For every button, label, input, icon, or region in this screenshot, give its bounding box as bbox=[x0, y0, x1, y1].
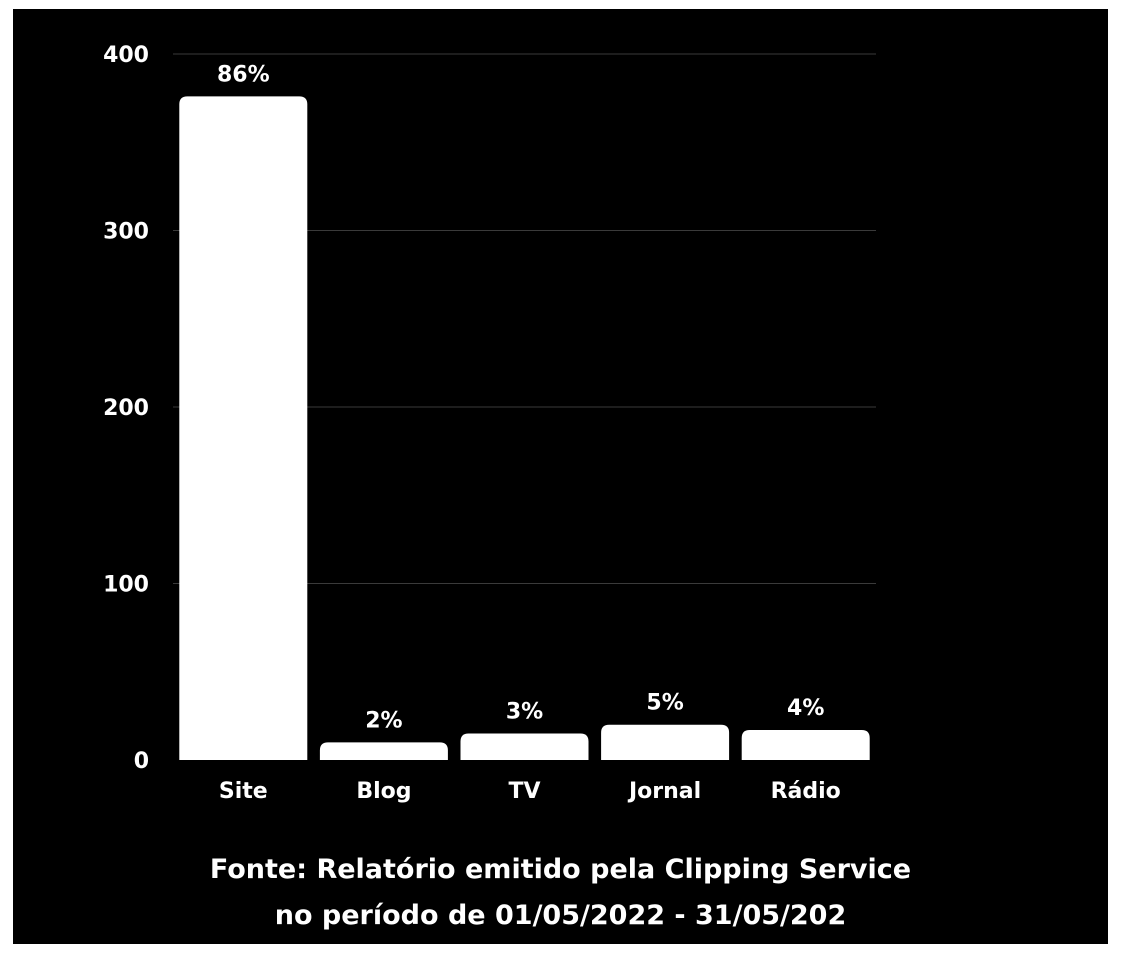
y-axis-ticks: 0 100 200 300 400 bbox=[103, 43, 149, 774]
bar-blog bbox=[319, 742, 448, 760]
data-label: 3% bbox=[506, 700, 543, 725]
data-label: 5% bbox=[646, 691, 683, 716]
chart-panel: 0 100 200 300 400 86% 2% 3% 5% 4% Site Blog TV Jorn… bbox=[13, 9, 1108, 944]
bar-chart: 0 100 200 300 400 86% 2% 3% 5% 4% Site Blog TV Jorn… bbox=[103, 43, 876, 804]
bar-rádio bbox=[741, 729, 870, 760]
x-tick-label: Blog bbox=[356, 779, 411, 804]
source-line-2: no período de 01/05/2022 - 31/05/202 bbox=[274, 900, 847, 931]
y-tick-label: 400 bbox=[103, 43, 149, 68]
bar-site bbox=[179, 96, 308, 761]
source-line-1: Fonte: Relatório emitido pela Clipping S… bbox=[209, 854, 912, 885]
x-tick-label: TV bbox=[508, 779, 540, 804]
x-tick-label: Site bbox=[219, 779, 268, 804]
data-label: 4% bbox=[787, 696, 824, 721]
bar-jornal bbox=[601, 724, 730, 760]
y-tick-label: 100 bbox=[103, 573, 149, 598]
data-label: 86% bbox=[217, 62, 270, 87]
source-note: Fonte: Relatório emitido pela Clipping S… bbox=[13, 847, 1108, 939]
y-tick-label: 0 bbox=[134, 749, 149, 774]
bar-tv bbox=[460, 733, 589, 760]
x-tick-label: Rádio bbox=[771, 779, 841, 804]
bars bbox=[179, 96, 870, 761]
data-label: 2% bbox=[365, 708, 402, 733]
x-axis-labels: Site Blog TV Jornal Rádio bbox=[219, 779, 841, 804]
data-labels: 86% 2% 3% 5% 4% bbox=[217, 62, 824, 733]
y-tick-label: 300 bbox=[103, 220, 149, 245]
y-tick-label: 200 bbox=[103, 396, 149, 421]
x-tick-label: Jornal bbox=[627, 779, 701, 804]
